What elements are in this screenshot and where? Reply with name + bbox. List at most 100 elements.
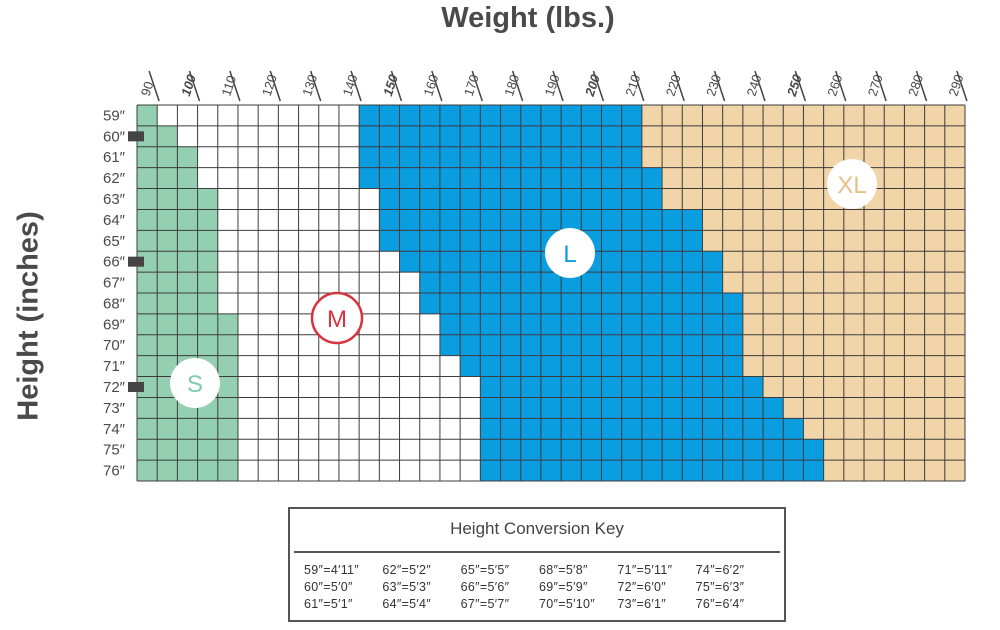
size-region-m xyxy=(237,355,461,377)
size-region-xl xyxy=(662,188,965,210)
y-tick-label: 66″ xyxy=(103,254,126,271)
x-axis-ticks: 90 100 110 120 130 140 150 160 170 180 190 200 210 22… xyxy=(138,70,968,102)
y-tick-label: 61″ xyxy=(103,149,126,166)
key-entry: 73″=6′1″ xyxy=(617,597,667,611)
size-region-l xyxy=(439,334,743,356)
x-tick-label: 200 xyxy=(582,72,604,99)
y-tick-label: 65″ xyxy=(103,233,126,250)
x-tick-mark xyxy=(875,70,887,102)
x-tick-label: 210 xyxy=(622,73,643,98)
x-tick-label: 240 xyxy=(744,73,765,98)
x-tick-mark xyxy=(915,70,928,102)
x-tick-mark xyxy=(309,70,322,102)
x-tick-label: 180 xyxy=(501,73,522,98)
key-entry: 61″=5′1″ xyxy=(304,597,353,611)
x-tick-label: 270 xyxy=(865,73,886,98)
key-entry: 65″=5′5″ xyxy=(460,563,510,577)
x-tick-mark xyxy=(229,70,241,102)
size-badge-m xyxy=(310,291,364,345)
y-tick-label: 70″ xyxy=(103,337,126,354)
size-region-s xyxy=(137,313,238,335)
chart-gridlines xyxy=(136,104,966,482)
y-tick-label: 62″ xyxy=(103,170,126,187)
x-tick-mark xyxy=(633,70,645,102)
x-tick-mark xyxy=(431,70,443,102)
size-region-xl xyxy=(742,313,965,335)
key-entries: 59″=4′11″ 60″=5′0″ 61″=5′1″ 62″=5′2″ 63″=5′3… xyxy=(304,563,774,614)
size-region-xl xyxy=(662,167,965,189)
chart-title: Weight (lbs.) xyxy=(441,2,615,34)
key-entry: 71″=5′11″ xyxy=(617,563,673,577)
x-tick-mark xyxy=(511,70,524,102)
x-tick-label: 110 xyxy=(218,74,239,98)
y-tick-label: 76″ xyxy=(103,463,126,480)
key-entry: 69″=5′9″ xyxy=(539,580,588,594)
key-entry: 68″=5′8″ xyxy=(539,563,588,577)
key-entry: 70″=5′10″ xyxy=(539,597,595,611)
x-tick-label: 250 xyxy=(784,72,806,99)
size-region-xl xyxy=(783,397,965,419)
y-tick-label: 69″ xyxy=(103,316,126,333)
height-conversion-key: Height Conversion Key 59″=4′11″ 60″=5′0″ 6… xyxy=(288,507,786,622)
x-tick-mark xyxy=(794,70,807,102)
x-tick-label: 120 xyxy=(259,73,280,98)
size-region-s xyxy=(137,460,238,481)
size-region-xl xyxy=(742,293,965,314)
x-tick-label: 160 xyxy=(420,73,441,98)
x-tick-label: 220 xyxy=(663,73,684,98)
x-tick-label: 90 xyxy=(138,80,157,98)
size-badge-s xyxy=(170,358,220,408)
y-tick-marker xyxy=(128,382,144,392)
x-tick-label: 190 xyxy=(542,73,563,98)
key-entry: 75″=6′3″ xyxy=(695,580,745,594)
y-tick-label: 64″ xyxy=(103,212,126,229)
x-tick-mark xyxy=(835,70,847,102)
x-tick-label: 280 xyxy=(905,73,926,98)
key-entry: 60″=5′0″ xyxy=(304,580,353,594)
size-label-m: M xyxy=(327,306,347,333)
key-divider xyxy=(294,551,780,553)
y-tick-label: 67″ xyxy=(103,275,126,292)
x-tick-mark xyxy=(956,70,968,102)
x-tick-mark xyxy=(592,70,605,102)
y-tick-label: 60″ xyxy=(103,128,126,145)
y-tick-label: 63″ xyxy=(103,191,126,208)
key-entry: 66″=5′6″ xyxy=(460,580,510,594)
size-region-xl xyxy=(742,355,965,377)
y-tick-label: 74″ xyxy=(103,421,126,438)
x-tick-mark xyxy=(713,70,726,102)
y-tick-label: 75″ xyxy=(103,442,126,459)
y-tick-label: 71″ xyxy=(103,358,126,375)
size-region-l xyxy=(480,397,784,419)
size-region-s xyxy=(137,418,238,440)
size-region-l xyxy=(439,313,743,335)
size-label-l: L xyxy=(563,241,576,268)
size-region-l xyxy=(359,167,663,189)
x-tick-mark xyxy=(269,70,281,102)
key-entry: 76″=6′4″ xyxy=(695,597,745,611)
size-label-s: S xyxy=(187,371,203,398)
x-tick-label: 130 xyxy=(299,73,320,98)
size-region-s xyxy=(137,105,158,126)
size-region-s xyxy=(137,439,238,461)
y-tick-label: 59″ xyxy=(103,107,126,124)
key-entry: 64″=5′4″ xyxy=(382,597,432,611)
size-region-xl xyxy=(742,334,965,356)
x-tick-label: 140 xyxy=(340,73,361,98)
x-tick-mark xyxy=(390,70,403,102)
x-tick-mark xyxy=(471,70,483,102)
x-tick-mark xyxy=(673,70,685,102)
size-region-xl xyxy=(702,209,965,231)
size-label-xl: XL xyxy=(837,172,866,199)
key-entry: 59″=4′11″ xyxy=(304,563,360,577)
size-region-xl xyxy=(823,460,965,481)
x-tick-label: 170 xyxy=(461,73,482,98)
size-region-m xyxy=(217,251,400,273)
x-tick-mark xyxy=(754,70,766,102)
y-tick-label: 72″ xyxy=(103,379,126,396)
size-region-l xyxy=(480,460,824,481)
size-region-xl xyxy=(823,439,965,461)
x-tick-label: 230 xyxy=(703,73,724,98)
x-tick-mark xyxy=(350,70,362,102)
x-tick-label: 150 xyxy=(380,72,401,98)
